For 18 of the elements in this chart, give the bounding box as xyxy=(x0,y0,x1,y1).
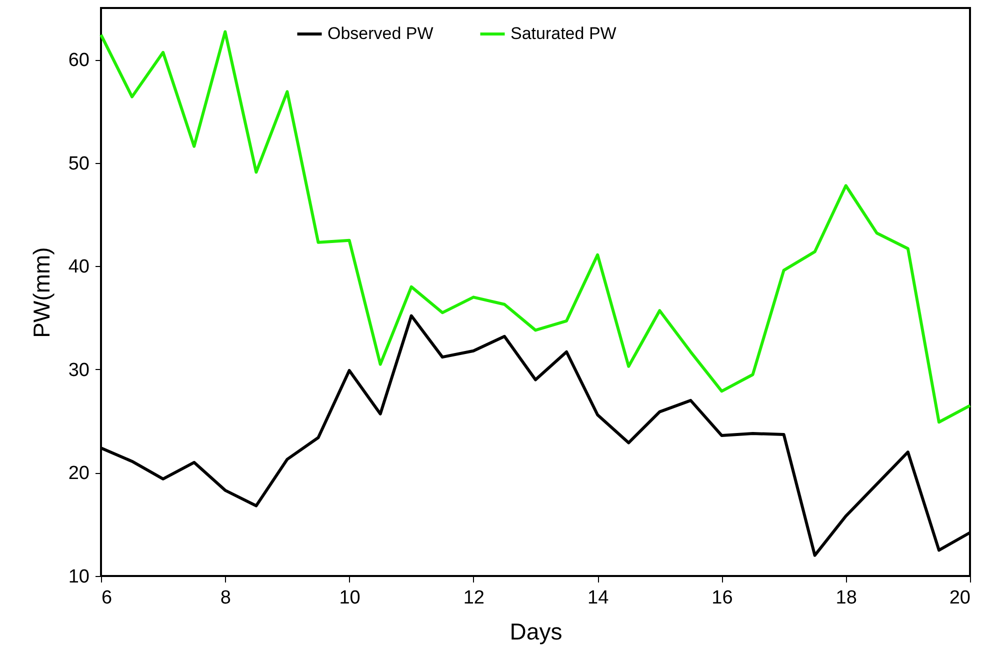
x-tick-label: 6 xyxy=(102,588,112,608)
y-tick-label: 10 xyxy=(68,566,90,588)
x-tick-label: 18 xyxy=(836,588,857,608)
x-tick-label: 14 xyxy=(588,588,610,608)
x-tick-label: 8 xyxy=(220,588,231,608)
x-axis-title: Days xyxy=(510,618,562,644)
x-tick-label: 16 xyxy=(712,588,733,608)
x-tick-label: 12 xyxy=(463,588,484,608)
y-tick-label: 30 xyxy=(68,360,90,381)
y-tick-label: 20 xyxy=(68,463,90,484)
legend-label: Observed PW xyxy=(328,24,434,43)
y-tick-label: 60 xyxy=(68,50,90,72)
y-tick-label: 40 xyxy=(68,256,90,278)
x-tick-label: 20 xyxy=(949,588,970,608)
x-tick-label: 10 xyxy=(339,588,360,608)
y-axis-title: PW(mm) xyxy=(28,247,54,338)
y-tick-label: 50 xyxy=(68,153,90,174)
legend-label: Saturated PW xyxy=(510,24,616,43)
